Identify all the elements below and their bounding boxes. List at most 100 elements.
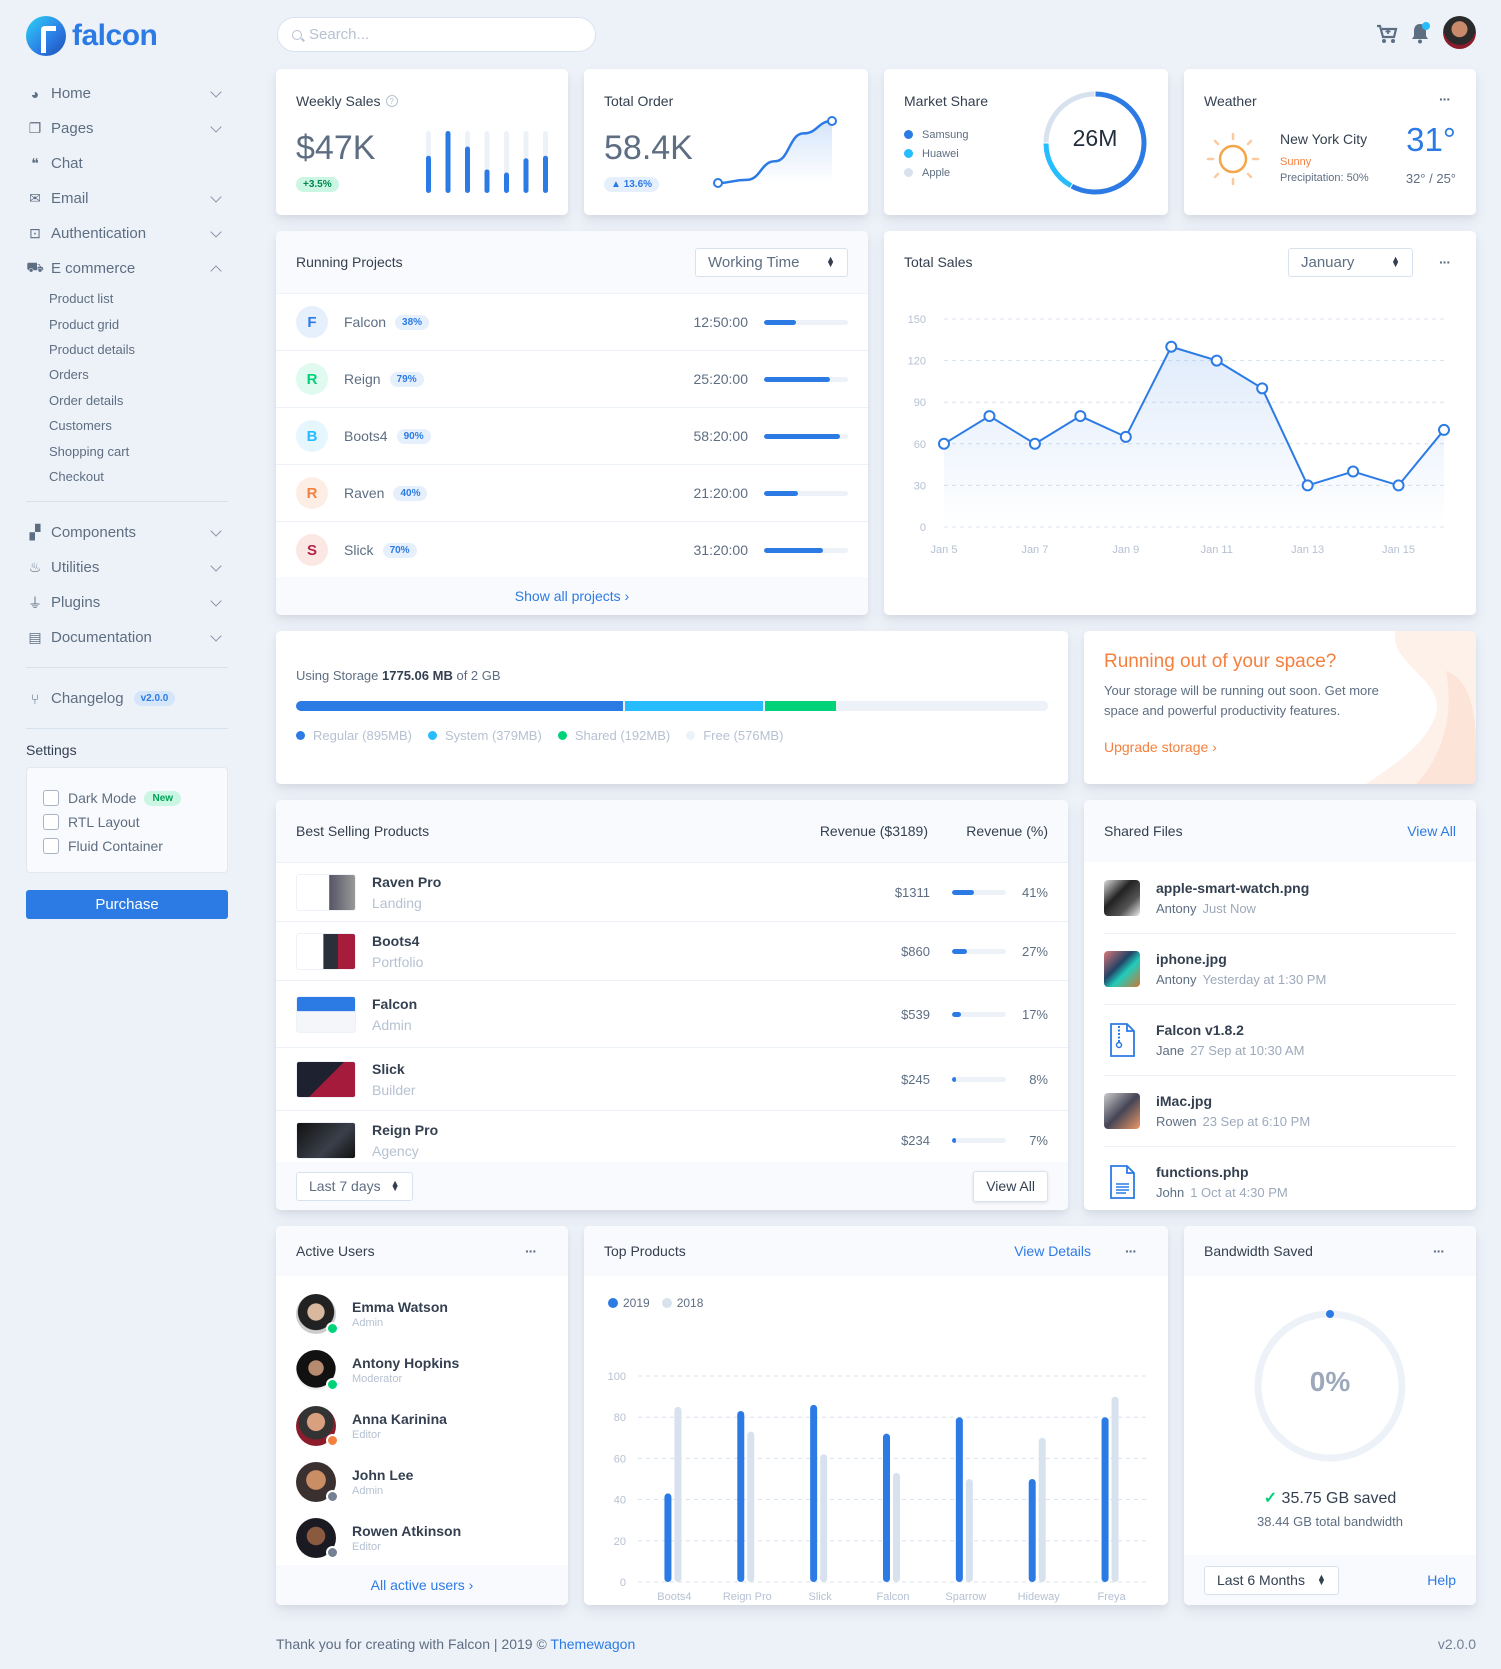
sidebar-item-components[interactable]: ▞ Components: [26, 515, 228, 550]
project-row[interactable]: F Falcon 38% 12:50:00: [276, 293, 868, 350]
bell-icon[interactable]: [1410, 22, 1430, 44]
product-row[interactable]: Falcon Admin $539 17%: [276, 980, 1068, 1047]
bar-2019-boots4[interactable]: [664, 1493, 672, 1582]
user-row[interactable]: Antony Hopkins Moderator: [276, 1342, 568, 1398]
setting-dark-mode[interactable]: Dark Mode New: [43, 786, 211, 810]
bar-2018-slick[interactable]: [820, 1454, 828, 1582]
sidebar-item-e-commerce[interactable]: ⛟ E commerce: [26, 251, 228, 286]
file-row[interactable]: iphone.jpg Antony Yesterday at 1:30 PM: [1104, 933, 1456, 1004]
view-details-link[interactable]: View Details: [1014, 1243, 1091, 1259]
more-options-icon[interactable]: ···: [1125, 1243, 1137, 1259]
file-row[interactable]: iMac.jpg Rowen 23 Sep at 6:10 PM: [1104, 1075, 1456, 1146]
bar-2019-reign-pro[interactable]: [737, 1411, 745, 1582]
user-row[interactable]: John Lee Admin: [276, 1454, 568, 1510]
product-row[interactable]: Slick Builder $245 8%: [276, 1047, 1068, 1110]
sales-data-point[interactable]: [1301, 479, 1314, 492]
month-select[interactable]: January ▲ ▼: [1288, 247, 1413, 277]
cart-icon[interactable]: [1376, 24, 1398, 44]
file-row[interactable]: functions.php John 1 Oct at 4:30 PM: [1104, 1146, 1456, 1210]
sales-data-point[interactable]: [1119, 430, 1132, 443]
chevron-down-icon[interactable]: [210, 629, 222, 642]
file-row[interactable]: Falcon v1.8.2 Jane 27 Sep at 10:30 AM: [1104, 1004, 1456, 1075]
sidebar-item-documentation[interactable]: ▤ Documentation: [26, 620, 228, 655]
sales-data-point[interactable]: [1347, 465, 1360, 478]
search-input[interactable]: Search...: [277, 17, 596, 52]
project-row[interactable]: B Boots4 90% 58:20:00: [276, 407, 868, 464]
bar-2018-boots4[interactable]: [674, 1406, 682, 1582]
sales-data-point[interactable]: [1256, 382, 1269, 395]
checkbox[interactable]: [43, 814, 59, 831]
product-row[interactable]: Reign Pro Agency $234 7%: [276, 1110, 1068, 1169]
question-circle-icon[interactable]: ?: [385, 95, 398, 107]
bar-2018-hideway[interactable]: [1038, 1437, 1046, 1582]
file-row[interactable]: apple-smart-watch.png Antony Just Now: [1104, 862, 1456, 933]
sales-data-point[interactable]: [1028, 437, 1041, 450]
sales-data-point[interactable]: [983, 410, 996, 423]
sidebar-subitem-shopping-cart[interactable]: Shopping cart: [49, 443, 130, 459]
view-all-button[interactable]: View All: [973, 1170, 1048, 1202]
help-link[interactable]: Help: [1427, 1572, 1456, 1588]
sidebar-item-home[interactable]: ◕ Home: [26, 76, 228, 111]
checkbox[interactable]: [43, 790, 59, 807]
period-select[interactable]: Last 7 days ▲ ▼: [296, 1171, 413, 1201]
all-active-users-link[interactable]: All active users ›: [370, 1577, 474, 1593]
more-options-icon[interactable]: ···: [1433, 1243, 1445, 1259]
setting-fluid-container[interactable]: Fluid Container: [43, 834, 211, 858]
sidebar-item-changelog[interactable]: ⑂ Changelog v2.0.0: [26, 681, 228, 716]
sidebar-subitem-product-details[interactable]: Product details: [49, 341, 135, 357]
chevron-down-icon[interactable]: [210, 85, 222, 98]
show-all-projects-link[interactable]: Show all projects ›: [514, 588, 630, 604]
user-avatar[interactable]: [1443, 16, 1476, 49]
chevron-down-icon[interactable]: [210, 225, 222, 238]
sidebar-subitem-customers[interactable]: Customers: [49, 418, 112, 434]
sidebar-item-authentication[interactable]: ⊡ Authentication: [26, 216, 228, 251]
product-row[interactable]: Boots4 Portfolio $860 27%: [276, 921, 1068, 980]
purchase-button[interactable]: Purchase: [26, 890, 228, 920]
chevron-up-icon[interactable]: [210, 264, 222, 277]
product-row[interactable]: Raven Pro Landing $1311 41%: [276, 862, 1068, 921]
chevron-down-icon[interactable]: [210, 190, 222, 203]
sales-data-point[interactable]: [1074, 410, 1087, 423]
sales-data-point[interactable]: [1165, 340, 1178, 353]
project-row[interactable]: R Raven 40% 21:20:00: [276, 464, 868, 521]
bar-2019-sparrow[interactable]: [955, 1417, 963, 1582]
checkbox[interactable]: [43, 838, 59, 855]
shared-files-view-all-link[interactable]: View All: [1407, 823, 1456, 839]
sales-data-point[interactable]: [1392, 479, 1405, 492]
sales-data-point[interactable]: [1438, 423, 1450, 436]
bandwidth-period-select[interactable]: Last 6 Months ▲ ▼: [1204, 1565, 1339, 1595]
user-row[interactable]: Emma Watson Admin: [276, 1286, 568, 1342]
project-row[interactable]: R Reign 79% 25:20:00: [276, 350, 868, 407]
chevron-down-icon[interactable]: [210, 524, 222, 537]
project-row[interactable]: S Slick 70% 31:20:00: [276, 521, 868, 578]
sidebar-item-chat[interactable]: ❝ Chat: [26, 146, 228, 181]
sidebar-subitem-order-details[interactable]: Order details: [49, 392, 124, 408]
setting-rtl-layout[interactable]: RTL Layout: [43, 810, 211, 834]
bar-2019-freya[interactable]: [1101, 1417, 1109, 1582]
bar-2018-freya[interactable]: [1111, 1396, 1119, 1582]
chevron-down-icon[interactable]: [210, 594, 222, 607]
upgrade-storage-link[interactable]: Upgrade storage ›: [1104, 739, 1217, 755]
themewagon-link[interactable]: Themewagon: [550, 1636, 636, 1652]
sidebar-item-email[interactable]: ✉ Email: [26, 181, 228, 216]
sidebar-subitem-checkout[interactable]: Checkout: [49, 468, 104, 484]
user-row[interactable]: Rowen Atkinson Editor: [276, 1510, 568, 1566]
more-options-icon[interactable]: ···: [525, 1243, 537, 1259]
sidebar-item-utilities[interactable]: ♨ Utilities: [26, 550, 228, 585]
sidebar-subitem-orders[interactable]: Orders: [49, 367, 89, 383]
sidebar-subitem-product-list[interactable]: Product list: [49, 291, 114, 307]
sales-data-point[interactable]: [1210, 354, 1223, 367]
working-time-select[interactable]: Working Time ▲ ▼: [695, 247, 848, 277]
bar-2018-sparrow[interactable]: [965, 1479, 973, 1582]
bar-2019-slick[interactable]: [810, 1404, 818, 1582]
more-options-icon[interactable]: ···: [1439, 254, 1451, 270]
sidebar-item-pages[interactable]: ❐ Pages: [26, 111, 228, 146]
user-row[interactable]: Anna Karinina Editor: [276, 1398, 568, 1454]
sales-data-point[interactable]: [938, 437, 950, 450]
bar-2018-falcon[interactable]: [893, 1472, 900, 1582]
chevron-down-icon[interactable]: [210, 120, 222, 133]
chevron-down-icon[interactable]: [210, 559, 222, 572]
sidebar-item-plugins[interactable]: ⏚ Plugins: [26, 585, 228, 620]
bar-2019-hideway[interactable]: [1028, 1479, 1036, 1582]
brand-logo[interactable]: falcon: [26, 16, 158, 56]
